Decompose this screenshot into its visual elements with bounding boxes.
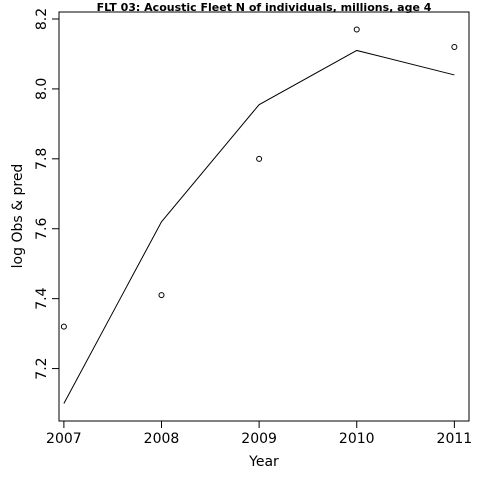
x-tick-label-1: 2008 [144,431,180,447]
series-layer [60,26,458,404]
x-tick-label-3: 2010 [339,431,375,447]
x-axis-label: Year [248,454,279,470]
x-axis: 2007 2008 2009 2010 2011 [46,421,472,447]
x-tick-label-0: 2007 [46,431,82,447]
chart-title: FLT 03: Acoustic Fleet N of individuals,… [97,1,432,14]
plot-area-frame [58,11,470,422]
obs-point-2007 [60,323,67,330]
y-axis-label: log Obs & pred [10,164,26,269]
y-tick-label-4: 8.0 [34,78,50,100]
y-tick-label-2: 7.6 [34,218,50,240]
y-tick-label-1: 7.4 [34,287,50,309]
obs-point-2010 [353,26,360,33]
y-axis: 7.2 7.4 7.6 7.8 8.0 8.2 [34,8,59,380]
y-tick-label-5: 8.2 [34,8,50,30]
obs-point-2011 [451,43,458,50]
x-tick-label-2: 2009 [241,431,277,447]
obs-point-2008 [158,292,165,299]
pred-line [63,49,455,404]
obs-point-2009 [256,155,263,162]
y-tick-label-0: 7.2 [34,357,50,379]
y-tick-label-3: 7.8 [34,148,50,170]
x-tick-label-4: 2011 [437,431,473,447]
